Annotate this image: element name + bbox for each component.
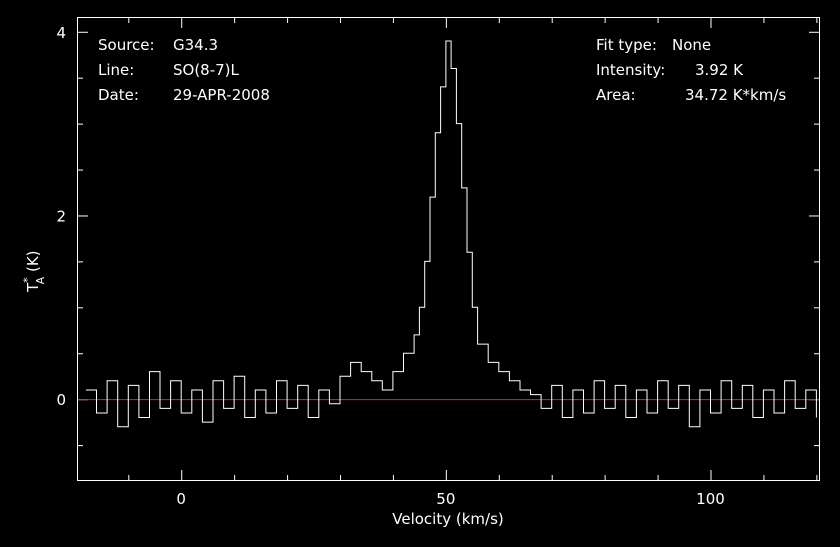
y-axis-label: T*A (K) bbox=[21, 250, 47, 293]
y-axis-label-main: T bbox=[24, 282, 42, 293]
axis-ticks bbox=[78, 18, 819, 480]
source-key: Source: bbox=[98, 36, 155, 54]
x-tick-label: 0 bbox=[176, 490, 186, 508]
fit-type-key: Fit type: bbox=[596, 36, 657, 54]
area-value: 34.72 K*km/s bbox=[685, 86, 786, 104]
y-tick-label: 2 bbox=[56, 207, 66, 225]
line-value: SO(8-7)L bbox=[173, 61, 240, 79]
x-tick-label: 50 bbox=[436, 490, 455, 508]
x-axis-label: Velocity (km/s) bbox=[392, 510, 503, 528]
y-axis-label-unit: (K) bbox=[24, 250, 42, 276]
source-value: G34.3 bbox=[173, 36, 218, 54]
axis-tick-labels: 0 50 100 0 2 4 bbox=[56, 24, 724, 508]
y-axis-label-sup: * bbox=[21, 277, 34, 283]
date-key: Date: bbox=[98, 86, 139, 104]
y-tick-label: 4 bbox=[56, 24, 66, 42]
y-axis-label-sub: A bbox=[34, 276, 47, 284]
intensity-value: 3.92 K bbox=[695, 61, 744, 79]
plot-frame bbox=[77, 17, 820, 481]
x-tick-label: 100 bbox=[696, 490, 725, 508]
spectrum-line bbox=[85, 40, 817, 428]
area-key: Area: bbox=[596, 86, 636, 104]
date-value: 29-APR-2008 bbox=[173, 86, 270, 104]
fit-type-value: None bbox=[672, 36, 711, 54]
line-key: Line: bbox=[98, 61, 134, 79]
info-right: Fit type: None Intensity: 3.92 K Area: 3… bbox=[596, 36, 786, 104]
y-tick-label: 0 bbox=[56, 391, 66, 409]
info-left: Source: G34.3 Line: SO(8-7)L Date: 29-AP… bbox=[98, 36, 270, 104]
intensity-key: Intensity: bbox=[596, 61, 665, 79]
